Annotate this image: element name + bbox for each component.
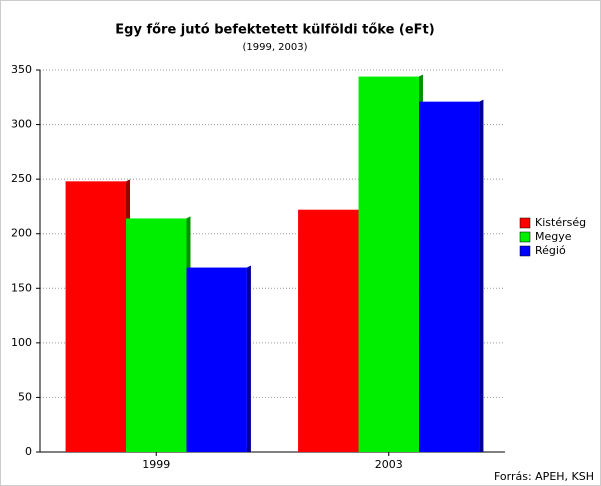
bar <box>65 181 127 452</box>
y-tick-label: 300 <box>11 118 32 131</box>
bar-side <box>479 99 484 452</box>
y-tick-label: 50 <box>18 390 32 403</box>
x-tick-label: 2003 <box>375 458 403 471</box>
source-note: Forrás: APEH, KSH <box>494 470 594 483</box>
bar <box>418 101 480 452</box>
legend-label: Megye <box>535 230 572 243</box>
y-tick-label: 0 <box>25 445 32 458</box>
chart-subtitle: (1999, 2003) <box>242 42 307 53</box>
bar-side <box>246 265 251 452</box>
y-tick-label: 150 <box>11 281 32 294</box>
legend-swatch <box>519 217 531 229</box>
y-tick-label: 350 <box>11 63 32 76</box>
y-tick-label: 100 <box>11 336 32 349</box>
legend-label: Kistérség <box>535 216 586 229</box>
legend-swatch <box>519 245 531 257</box>
bar <box>186 267 247 452</box>
bar <box>126 218 187 452</box>
y-tick-label: 250 <box>11 172 32 185</box>
legend-swatch <box>519 231 531 243</box>
x-tick-label: 1999 <box>142 458 170 471</box>
legend-label: Régió <box>535 244 566 257</box>
bar <box>298 209 359 452</box>
chart-title: Egy főre jutó befektetett külföldi tőke … <box>115 23 434 38</box>
bar <box>358 76 419 452</box>
y-tick-label: 200 <box>11 227 32 240</box>
